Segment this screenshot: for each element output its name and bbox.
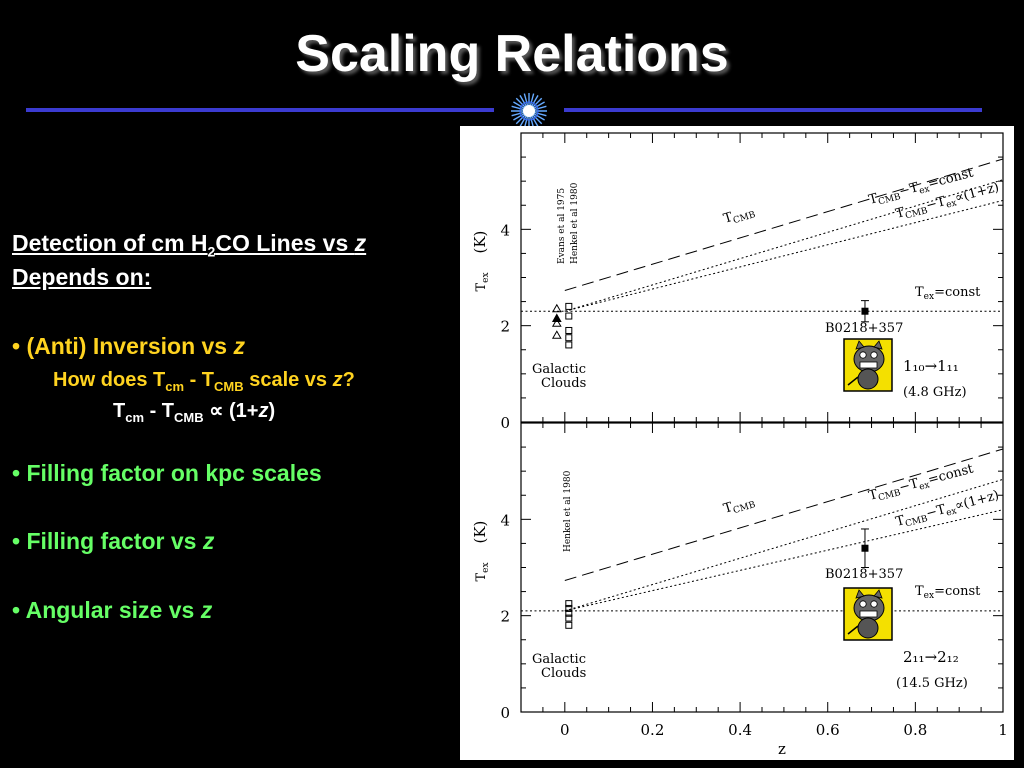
panel-top-galactic-point [551,313,562,322]
divider-right [564,108,982,112]
panel-top-ref-label-1: Evans et al 1975 [557,188,567,264]
panel-top-galactic-point [551,303,562,313]
formula-line: Tcm - TCMB ∝ (1+z) [113,400,276,425]
panel-bottom-y-tick-label: 0 [500,704,510,722]
panel-bottom-series-line-2 [564,509,1004,612]
panel-bottom-galactic-point [565,621,573,629]
question-line: How does Tcm - TCMB scale vs z? [53,369,355,394]
panel-bottom-ref-label-1: Henkel et al 1980 [563,470,573,552]
cartoon-ear [873,589,883,599]
panel-top-y-tick-label: 4 [500,221,510,239]
panel-bottom-cartoon-cat-icon [843,587,893,641]
cartoon-teeth [859,361,878,369]
panel-bottom-galactic-point [565,614,573,622]
plot-figure: 0 2 4 Tex (K) B0218+357 Galactic Clouds TCMB TCMB… [460,126,1014,760]
x-axis-label: z [778,740,786,758]
panel-top-y-axis-unit: (K) [471,231,489,254]
cartoon-arm [847,625,859,635]
panel-bottom-series-line-0 [564,448,1004,581]
x-tick-label: 0.2 [641,721,665,739]
slide-title: Scaling Relations [295,25,729,83]
x-tick-label: 0.8 [903,721,927,739]
panel-top-galactic-point [551,330,562,339]
panel-bottom-frequency-label: (14.5 GHz) [896,676,968,691]
cartoon-ear [873,340,883,350]
cartoon-arm [847,376,859,386]
panel-bottom-y-tick-label: 4 [500,511,510,529]
panel-top-series-label-3: Tex=const [915,285,981,302]
bullet-filling-kpc: • Filling factor on kpc scales [12,460,322,486]
panel-bottom-series-label-2: TCMB−Tex∝(1+z) [894,488,1001,532]
bullet-anti-inversion: • (Anti) Inversion vs z [12,333,245,359]
cartoon-eye [859,351,867,359]
divider-left [26,108,494,112]
panel-bottom-galactic-point [565,609,573,617]
panel-top-source-point [861,307,869,315]
panel-top-series-label-0: TCMB [722,203,757,229]
panel-top-galactic-point [565,326,573,334]
panel-bottom-source-point [861,544,869,552]
panel-top-cartoon-cat-icon [843,338,893,392]
panel-top-galactic-point [565,312,573,320]
cartoon-body [857,617,879,639]
panel-bottom-galactic-point [565,604,573,612]
panel-bottom-series-label-3: Tex=const [915,584,981,601]
panel-top-galactic-label-1: Galactic [532,362,586,377]
x-tick-label: 0.4 [728,721,752,739]
panel-bottom-galactic-label-2: Clouds [541,666,586,681]
cartoon-eye [870,600,878,608]
panel-bottom-source-label: B0218+357 [825,567,903,582]
panel-bottom-y-tick-label: 2 [500,608,510,626]
x-tick-label: 0 [560,721,570,739]
panel-top-transition-label: 1₁₀→1₁₁ [903,357,959,375]
x-tick-label: 1 [998,721,1008,739]
panel-bottom-series-label-0: TCMB [722,493,757,519]
panel-top-y-axis-label: Tex [474,272,491,291]
cartoon-eye [870,351,878,359]
panel-bottom-y-axis-label: Tex [474,562,491,581]
x-tick-label: 0.6 [816,721,840,739]
cartoon-eye [859,600,867,608]
panel-top-galactic-point [551,318,562,327]
panel-top-galactic-point [565,341,573,349]
panel-top-y-tick-label: 0 [500,414,510,432]
starburst-icon [511,93,547,129]
bullet-angular-size: • Angular size vs z [12,597,213,623]
panel-top-galactic-point [565,334,573,342]
cartoon-ear [855,589,865,599]
panel-top-source-label: B0218+357 [825,321,903,336]
cartoon-body [857,368,879,390]
panel-top-series-line-0 [564,158,1004,291]
panel-top-frequency-label: (4.8 GHz) [903,385,967,400]
panel-bottom-frame [520,422,1004,713]
panel-top-galactic-label-2: Clouds [541,376,586,391]
cartoon-ear [855,340,865,350]
bullet-filling-z: • Filling factor vs z [12,528,215,554]
panel-top-galactic-point [565,302,573,310]
cartoon-teeth [859,610,878,618]
panel-bottom-transition-label: 2₁₁→2₁₂ [903,648,959,666]
panel-bottom-galactic-point [565,600,573,608]
heading-line-1: Detection of cm H2CO Lines vs z [12,230,367,260]
panel-bottom-galactic-label-1: Galactic [532,652,586,667]
panel-top-series-line-2 [564,199,1004,312]
panel-bottom-y-axis-unit: (K) [471,521,489,544]
plot-svg: 024Tex(K)B0218+357GalacticCloudsTCMBTCMB… [471,132,1008,758]
panel-top-y-tick-label: 2 [500,318,510,336]
panel-top-ref-label-2: Henkel et al 1980 [570,182,580,264]
heading-line-2: Depends on: [12,264,152,290]
